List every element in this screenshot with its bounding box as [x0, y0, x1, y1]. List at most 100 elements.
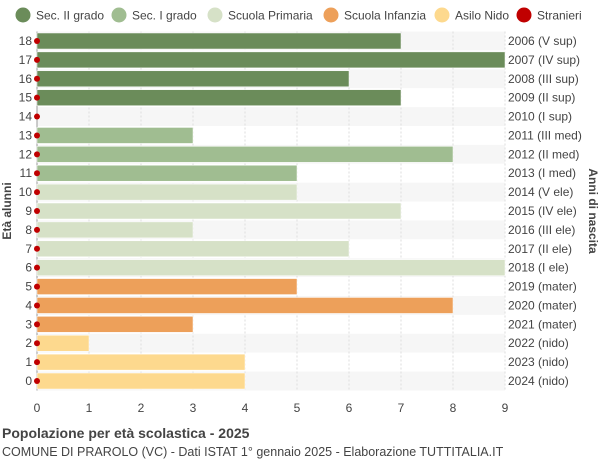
age-label: 8 — [25, 223, 32, 237]
bar-age-8 — [36, 221, 194, 239]
stranieri-dot — [34, 302, 40, 309]
chart-svg: 0 1 2 3 4 5 6 7 8 918 2006 (V sup)17 2007 (IV sup)1… — [0, 7, 600, 415]
bar-age-12 — [36, 146, 454, 163]
bar-age-10 — [36, 183, 298, 201]
stranieri-dot — [34, 94, 40, 101]
chart-subtitle: COMUNE DI PRAROLO (VC) - Dati ISTAT 1° g… — [2, 445, 504, 459]
bar-age-17 — [36, 51, 506, 69]
legend-marker — [434, 7, 450, 23]
x-tick-label: 6 — [346, 401, 353, 415]
age-label: 11 — [20, 166, 33, 180]
bar-age-5 — [36, 278, 298, 295]
legend-label: Sec. I grado — [132, 9, 197, 23]
bar-age-15 — [36, 89, 402, 106]
x-tick-label: 1 — [86, 401, 93, 415]
bar-age-11 — [36, 164, 298, 182]
age-label: 9 — [25, 204, 32, 218]
stranieri-dot — [34, 340, 40, 347]
year-label: 2008 (III sup) — [508, 72, 579, 86]
stranieri-dot — [34, 208, 40, 215]
year-label: 2016 (III ele) — [508, 223, 575, 237]
year-label: 2022 (nido) — [508, 336, 569, 350]
stranieri-dot — [34, 321, 40, 328]
age-label: 18 — [19, 34, 33, 48]
bar-age-9 — [36, 202, 402, 220]
year-label: 2009 (II sup) — [508, 91, 575, 105]
chart-title: Popolazione per età scolastica - 2025 — [2, 425, 250, 441]
stranieri-dot — [34, 189, 40, 196]
stranieri-dot — [34, 151, 40, 158]
bar-age-18 — [36, 32, 402, 50]
year-label: 2021 (mater) — [508, 317, 577, 331]
legend-label: Scuola Primaria — [228, 9, 313, 23]
year-label: 2013 (I med) — [508, 166, 576, 180]
legend-label: Sec. II grado — [36, 9, 104, 23]
legend-label: Scuola Infanzia — [344, 9, 426, 23]
bar-age-3 — [36, 316, 194, 333]
age-label: 10 — [19, 185, 33, 199]
stranieri-dot — [34, 132, 40, 139]
year-label: 2015 (IV ele) — [508, 204, 577, 218]
row-band — [37, 333, 505, 353]
age-label: 15 — [19, 91, 33, 105]
age-label: 7 — [25, 242, 32, 256]
bar-age-13 — [36, 127, 194, 144]
age-label: 12 — [19, 147, 33, 161]
stranieri-dot — [34, 264, 40, 271]
bar-age-6 — [36, 259, 506, 276]
x-tick-label: 5 — [294, 401, 301, 415]
stranieri-dot — [34, 56, 40, 63]
year-label: 2006 (V sup) — [508, 34, 577, 48]
bar-age-16 — [36, 70, 350, 88]
x-tick-label: 7 — [398, 401, 405, 415]
y-axis-right-title: Anni di nascita — [586, 168, 600, 254]
year-label: 2019 (mater) — [508, 280, 577, 294]
year-label: 2010 (I sup) — [508, 110, 572, 124]
year-label: 2024 (nido) — [508, 374, 569, 388]
age-label: 5 — [25, 280, 32, 294]
legend-marker — [15, 7, 31, 23]
stranieri-dot — [34, 75, 40, 82]
bar-age-7 — [36, 240, 350, 258]
legend-marker — [111, 7, 127, 23]
x-tick-label: 2 — [138, 401, 145, 415]
year-label: 2023 (nido) — [508, 355, 569, 369]
row-band — [37, 107, 505, 127]
stranieri-dot — [34, 170, 40, 177]
x-tick-label: 3 — [190, 401, 197, 415]
y-axis-title: Età alunni — [0, 182, 14, 239]
x-tick-label: 0 — [34, 401, 41, 415]
bar-age-4 — [36, 297, 454, 314]
year-label: 2011 (III med) — [508, 128, 582, 142]
stranieri-dot — [34, 283, 40, 290]
age-label: 6 — [25, 261, 32, 275]
bar-age-2 — [36, 334, 90, 352]
bar-age-0 — [36, 372, 246, 390]
age-label: 4 — [25, 298, 32, 312]
age-label: 3 — [25, 317, 32, 331]
year-label: 2012 (II med) — [508, 147, 579, 161]
stranieri-dot — [34, 226, 40, 233]
year-label: 2014 (V ele) — [508, 185, 573, 199]
x-tick-label: 8 — [450, 401, 457, 415]
age-label: 14 — [19, 110, 33, 124]
legend-label: Stranieri — [537, 9, 582, 23]
legend-label: Asilo Nido — [455, 9, 509, 23]
legend-marker — [207, 7, 223, 23]
stranieri-dot — [34, 359, 40, 366]
stranieri-dot — [34, 38, 40, 44]
x-tick-label: 4 — [242, 401, 249, 415]
age-label: 0 — [25, 374, 32, 388]
age-label: 1 — [25, 355, 32, 369]
bar-age-1 — [36, 353, 246, 371]
x-tick-label: 9 — [502, 401, 509, 415]
age-label: 17 — [19, 53, 33, 67]
year-label: 2017 (II ele) — [508, 242, 572, 256]
age-label: 2 — [25, 336, 32, 350]
stranieri-dot — [34, 378, 40, 385]
age-label: 16 — [19, 72, 33, 86]
year-label: 2018 (I ele) — [508, 261, 569, 275]
legend-marker — [516, 7, 532, 23]
stranieri-dot — [34, 113, 40, 120]
